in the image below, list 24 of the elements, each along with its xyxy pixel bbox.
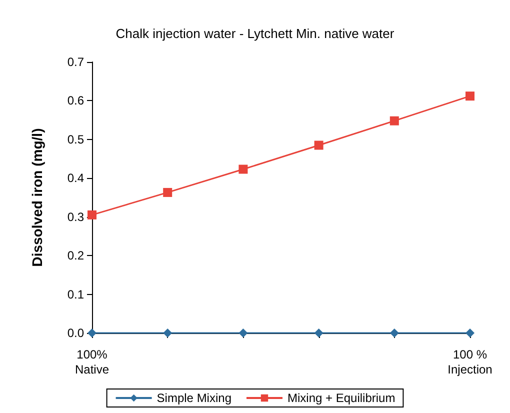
y-tick-label: 0.6 — [67, 94, 84, 108]
x-tick-label: 100 % Injection — [448, 348, 492, 376]
legend-label: Mixing + Equilibrium — [287, 391, 396, 405]
point — [238, 164, 248, 174]
point — [466, 92, 474, 101]
point — [163, 188, 172, 197]
point — [163, 328, 172, 338]
y-tick-label: 0.2 — [67, 248, 84, 263]
y-tick-label: 0.0 — [67, 326, 84, 340]
point — [314, 140, 324, 150]
point — [390, 116, 399, 126]
point — [88, 210, 96, 220]
y-tick-label: 0.3 — [67, 210, 84, 224]
point — [238, 328, 248, 338]
y-tick-label: 0.7 — [67, 55, 84, 69]
y-tick-label: 0.1 — [67, 287, 84, 302]
point — [314, 328, 324, 338]
y-tick-label: 0.5 — [67, 132, 84, 146]
x-tick-label: 100% Native — [74, 348, 110, 376]
y-axis-title: Dissolved iron (mg/l) — [29, 128, 45, 267]
y-tick-label: 0.4 — [67, 171, 84, 186]
chart-title: Chalk injection water - Lytchett Min. native water — [116, 26, 395, 41]
legend-label: Simple Mixing — [156, 391, 232, 405]
point — [390, 328, 399, 338]
